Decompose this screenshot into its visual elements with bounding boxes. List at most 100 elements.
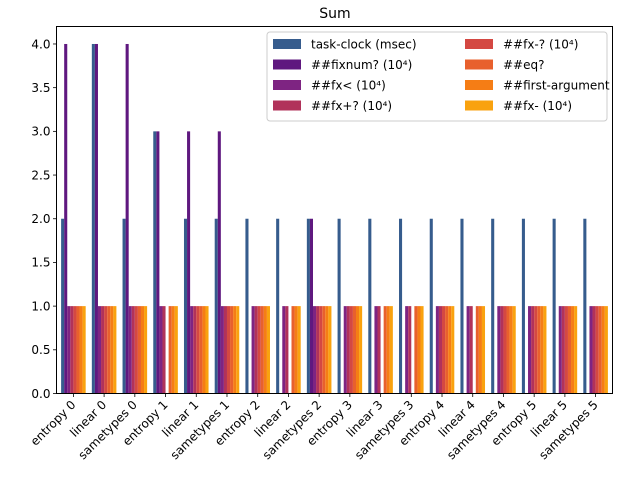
bar-7-linear-0 xyxy=(110,306,114,394)
bar-3-sametypes-3 xyxy=(405,306,409,394)
bar-4-entropy-1 xyxy=(162,306,166,394)
legend-swatch-8 xyxy=(465,100,493,111)
legend-label-4: ##fx+? (10⁴) xyxy=(311,99,392,113)
bar-6-entropy-4 xyxy=(445,306,449,394)
y-axis: 0.0 0.5 1.0 1.5 2.0 2.5 3.0 3.5 4.0 xyxy=(31,37,57,401)
bar-4-linear-5 xyxy=(561,306,565,394)
bar-1-linear-1 xyxy=(183,218,188,394)
bar-6-sametypes-2 xyxy=(322,306,326,394)
legend: task-clock (msec) ##fixnum? (10⁴) ##fx< (1… xyxy=(266,31,610,122)
bar-3-linear-4 xyxy=(466,306,470,394)
bar-4-linear-1 xyxy=(193,306,197,394)
y-tick-label: 1.5 xyxy=(31,256,50,270)
bar-4-entropy-5 xyxy=(531,306,535,394)
bar-7-entropy-4 xyxy=(448,306,452,394)
bar-3-sametypes-2 xyxy=(313,306,317,394)
bar-3-linear-1 xyxy=(190,306,194,394)
bar-6-entropy-3 xyxy=(352,306,356,394)
bar-8-sametypes-2 xyxy=(328,306,332,394)
bar-3-sametypes-4 xyxy=(497,306,501,394)
y-tick-label: 0.5 xyxy=(31,343,50,357)
bar-1-sametypes-4 xyxy=(491,218,495,394)
bar-3-linear-2 xyxy=(282,306,286,394)
plot-frame xyxy=(56,26,613,394)
bar-8-linear-0 xyxy=(113,306,117,394)
bar-8-linear-2 xyxy=(297,306,301,394)
bar-2-sametypes-2 xyxy=(309,218,313,394)
bar-4-entropy-3 xyxy=(346,306,350,394)
y-tick-label: 4.0 xyxy=(31,37,50,51)
legend-box xyxy=(266,31,608,122)
bar-8-sametypes-4 xyxy=(512,306,516,394)
bar-7-sametypes-1 xyxy=(233,306,237,394)
bar-6-entropy-0 xyxy=(76,306,80,394)
bar-8-linear-3 xyxy=(389,306,393,394)
bar-5-sametypes-0 xyxy=(134,306,138,394)
bar-7-linear-3 xyxy=(386,306,390,394)
bar-5-entropy-3 xyxy=(349,306,353,394)
bar-4-sametypes-5 xyxy=(592,306,596,394)
bar-7-linear-2 xyxy=(294,306,298,394)
legend-swatch-1 xyxy=(273,39,301,49)
bar-1-sametypes-5 xyxy=(583,218,587,394)
bar-4-sametypes-4 xyxy=(500,306,504,394)
legend-label-5: ##fx-? (10⁴) xyxy=(503,38,578,52)
bar-8-linear-1 xyxy=(205,306,209,394)
bar-7-linear-1 xyxy=(202,306,206,394)
bar-6-linear-1 xyxy=(199,306,203,394)
bar-5-entropy-2 xyxy=(257,306,261,394)
bar-4-linear-4 xyxy=(469,306,473,394)
bar-3-entropy-4 xyxy=(435,306,439,394)
bar-6-entropy-1 xyxy=(168,306,172,394)
bar-3-sametypes-1 xyxy=(220,306,224,394)
bar-1-sametypes-0 xyxy=(122,218,126,394)
bar-8-linear-4 xyxy=(481,306,486,394)
bar-4-sametypes-0 xyxy=(131,306,135,394)
bar-8-entropy-3 xyxy=(359,306,363,394)
bar-1-entropy-2 xyxy=(245,218,249,394)
bar-7-sametypes-2 xyxy=(325,306,329,394)
bar-6-linear-2 xyxy=(291,306,295,394)
chart-title: Sum xyxy=(319,6,350,22)
bar-4-sametypes-2 xyxy=(316,306,320,394)
legend-label-6: ##eq? xyxy=(503,58,544,72)
x-tick-label: entropy 0 xyxy=(28,398,79,449)
bar-8-linear-5 xyxy=(574,306,578,394)
bar-2-sametypes-1 xyxy=(217,131,221,394)
bar-3-entropy-1 xyxy=(159,306,163,394)
bar-3-sametypes-5 xyxy=(589,306,593,394)
bar-8-entropy-5 xyxy=(543,306,547,394)
bar-5-sametypes-2 xyxy=(319,306,323,394)
bar-2-sametypes-0 xyxy=(125,43,129,394)
y-tick-label: 3.5 xyxy=(31,81,50,95)
bar-1-linear-2 xyxy=(276,218,280,394)
bar-4-linear-2 xyxy=(285,306,289,394)
legend-swatch-3 xyxy=(273,80,301,90)
bar-6-linear-0 xyxy=(107,306,111,394)
legend-swatch-2 xyxy=(273,59,301,70)
y-tick-label: 0.0 xyxy=(31,387,50,401)
bar-4-sametypes-3 xyxy=(408,306,412,394)
bar-7-entropy-2 xyxy=(263,306,267,394)
bar-1-entropy-0 xyxy=(61,218,65,394)
bar-3-linear-5 xyxy=(558,306,562,394)
bar-1-entropy-5 xyxy=(521,218,525,394)
bar-6-linear-3 xyxy=(383,306,387,394)
bar-5-entropy-0 xyxy=(73,306,77,394)
y-tick-label: 1.0 xyxy=(31,299,50,313)
bar-2-entropy-1 xyxy=(156,131,160,394)
bar-2-linear-0 xyxy=(94,43,98,394)
bar-4-entropy-4 xyxy=(438,306,443,394)
bar-7-entropy-5 xyxy=(540,306,544,394)
bar-1-entropy-3 xyxy=(337,218,341,394)
bar-1-linear-3 xyxy=(368,218,372,394)
legend-swatch-4 xyxy=(273,100,301,111)
bar-8-sametypes-1 xyxy=(236,306,240,394)
bar-4-entropy-0 xyxy=(70,306,74,394)
legend-label-8: ##fx- (10⁴) xyxy=(503,99,572,113)
bar-5-sametypes-4 xyxy=(503,306,507,394)
bar-7-sametypes-5 xyxy=(601,306,605,394)
bar-6-entropy-2 xyxy=(260,306,264,394)
